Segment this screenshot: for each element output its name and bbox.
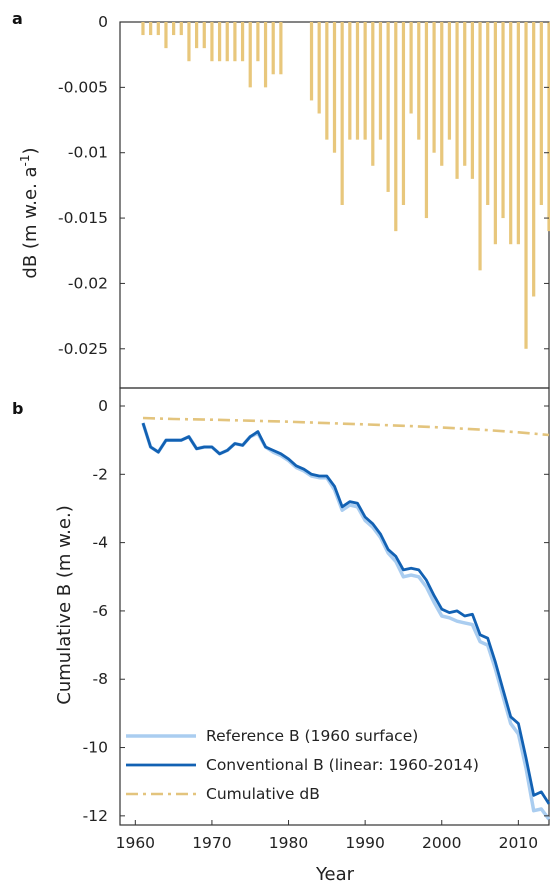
panel-b-y-ticks: 0 -2 -4 -6 -8 -10 -12 bbox=[83, 397, 549, 825]
bar-2008 bbox=[501, 22, 505, 219]
bar-1978 bbox=[271, 22, 275, 75]
legend-label-2: Conventional B (linear: 1960-2014) bbox=[206, 756, 479, 774]
panel-b-x-ticks: 1960 1970 1980 1990 2000 2010 bbox=[116, 820, 538, 852]
bar-1991 bbox=[371, 22, 375, 166]
bar-1971 bbox=[217, 22, 222, 62]
panel-b: 0 -2 -4 -6 -8 -10 -12 1960 1970 1980 1990 2000 2010… bbox=[12, 387, 550, 885]
bar-1974 bbox=[240, 22, 245, 62]
bar-1994 bbox=[394, 22, 398, 232]
panel-a-y-axis-label-sup: -1 bbox=[18, 154, 32, 166]
bar-1997 bbox=[417, 22, 421, 140]
bar-1979 bbox=[279, 22, 283, 75]
bar-1972 bbox=[225, 22, 229, 62]
bar-1976 bbox=[256, 22, 260, 62]
bar-1963 bbox=[156, 22, 160, 36]
legend-label-1: Reference B (1960 surface) bbox=[206, 727, 418, 745]
a-ytick-label: -0.01 bbox=[68, 144, 108, 162]
panel-a-y-axis-label: dB (m w.e. a-1) bbox=[18, 147, 41, 278]
b-xtick-label: 2010 bbox=[499, 834, 538, 852]
panel-b-frame bbox=[119, 387, 550, 826]
bar-2003 bbox=[463, 22, 467, 166]
panel-a-label: a bbox=[12, 9, 23, 28]
b-xtick-label: 1970 bbox=[192, 834, 231, 852]
bar-1983 bbox=[309, 22, 314, 101]
bar-1987 bbox=[340, 22, 344, 205]
legend-label-3: Cumulative dB bbox=[206, 785, 320, 803]
bar-1998 bbox=[424, 22, 429, 219]
bar-1968 bbox=[194, 22, 199, 49]
bar-1989 bbox=[355, 22, 360, 140]
bar-1988 bbox=[348, 22, 352, 140]
bar-2004 bbox=[470, 22, 475, 179]
bar-1970 bbox=[210, 22, 214, 62]
series-line-2 bbox=[141, 422, 550, 805]
bar-1973 bbox=[233, 22, 237, 62]
bar-1985 bbox=[325, 22, 329, 140]
bar-2000 bbox=[440, 22, 444, 166]
bar-2002 bbox=[455, 22, 459, 179]
panel-b-x-axis-label: Year bbox=[315, 864, 355, 885]
panel-a-y-axis-label-main: dB (m w.e. a bbox=[20, 166, 41, 278]
bar-1992 bbox=[378, 22, 383, 140]
bar-1984 bbox=[317, 22, 321, 114]
a-ytick-label: -0.02 bbox=[68, 274, 108, 292]
b-xtick-label: 2000 bbox=[422, 834, 461, 852]
bar-2014 bbox=[547, 22, 550, 232]
panel-b-label: b bbox=[12, 399, 23, 418]
bar-2010 bbox=[516, 22, 520, 245]
bar-2005 bbox=[478, 22, 482, 271]
bar-1967 bbox=[187, 22, 191, 62]
panel-a-y-axis-label-end: ) bbox=[20, 147, 41, 154]
a-ytick-label: -0.025 bbox=[58, 340, 108, 358]
bar-1993 bbox=[386, 22, 390, 192]
bar-1975 bbox=[248, 22, 252, 88]
bar-2006 bbox=[486, 22, 490, 205]
bar-1999 bbox=[432, 22, 436, 153]
panel-b-y-axis-label: Cumulative B (m w.e.) bbox=[54, 505, 75, 704]
bar-1961 bbox=[141, 22, 145, 36]
a-ytick-label: -0.005 bbox=[58, 78, 108, 96]
panel-b-lines bbox=[141, 416, 550, 821]
bar-2013 bbox=[539, 22, 543, 205]
bar-1965 bbox=[172, 22, 176, 36]
bar-1962 bbox=[149, 22, 153, 36]
b-ytick-label: -8 bbox=[93, 670, 108, 688]
bar-1977 bbox=[263, 22, 268, 88]
bar-1995 bbox=[401, 22, 406, 205]
a-ytick-label: -0.015 bbox=[58, 209, 108, 227]
panel-a: 0 -0.005 -0.01 -0.015 -0.02 -0.025 a dB (m w.… bbox=[12, 9, 550, 389]
bar-2007 bbox=[493, 22, 497, 245]
b-ytick-label: -6 bbox=[93, 602, 108, 620]
bar-1996 bbox=[409, 22, 413, 114]
a-ytick-label: 0 bbox=[98, 13, 108, 31]
b-ytick-label: -4 bbox=[93, 534, 108, 552]
bar-1969 bbox=[202, 22, 206, 49]
bar-2012 bbox=[532, 22, 536, 297]
bar-2011 bbox=[524, 22, 528, 349]
series-line-3 bbox=[142, 416, 550, 437]
b-ytick-label: -12 bbox=[83, 807, 108, 825]
b-xtick-label: 1980 bbox=[269, 834, 308, 852]
bar-1964 bbox=[164, 22, 168, 49]
bar-1986 bbox=[332, 22, 337, 153]
panel-a-bars bbox=[141, 22, 550, 349]
b-ytick-label: -2 bbox=[93, 465, 108, 483]
bar-2001 bbox=[447, 22, 452, 140]
bar-2009 bbox=[509, 22, 513, 245]
bar-1990 bbox=[363, 22, 367, 140]
b-xtick-label: 1990 bbox=[345, 834, 384, 852]
panel-a-y-ticks: 0 -0.005 -0.01 -0.015 -0.02 -0.025 bbox=[58, 13, 549, 358]
b-ytick-label: 0 bbox=[98, 397, 108, 415]
b-xtick-label: 1960 bbox=[116, 834, 155, 852]
panel-b-legend: Reference B (1960 surface) Conventional B… bbox=[126, 727, 479, 803]
bar-1966 bbox=[179, 22, 183, 36]
b-ytick-label: -10 bbox=[83, 739, 108, 757]
